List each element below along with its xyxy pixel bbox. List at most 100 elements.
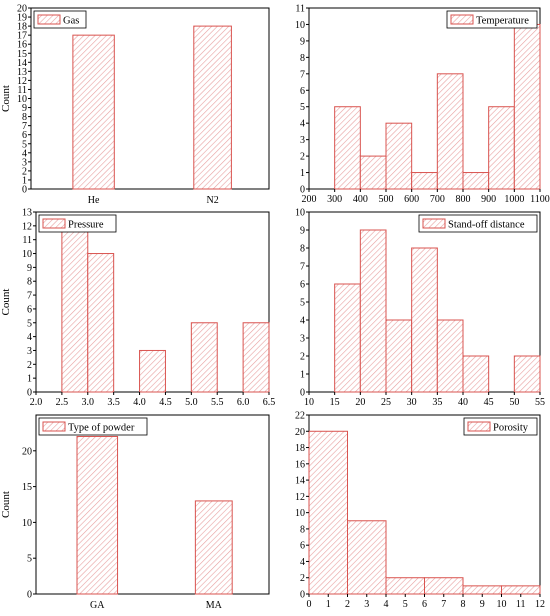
y-tick-label: 20: [17, 4, 27, 15]
y-tick-label: 4: [27, 332, 32, 343]
y-tick-label: 0: [300, 590, 305, 601]
x-tick-label: 700: [430, 194, 445, 205]
x-tick-label: 50: [509, 397, 519, 408]
bar-n2: [193, 25, 232, 190]
y-tick-label: 7: [22, 121, 27, 132]
y-tick-label: 15: [22, 482, 32, 493]
x-tick-label: 1100: [530, 194, 550, 205]
y-tick-label: 10: [295, 20, 305, 31]
y-tick-label: 2: [22, 166, 27, 177]
histogram-bar: [139, 349, 166, 393]
legend-swatch: [422, 218, 446, 229]
histogram-bar: [87, 253, 115, 393]
y-tick-label: 2: [27, 360, 32, 371]
x-tick-label: 6: [422, 599, 427, 610]
y-tick-label: 0: [27, 388, 32, 399]
y-tick-label: 8: [300, 524, 305, 535]
x-tick-label: 7: [441, 599, 446, 610]
legend-swatch: [467, 421, 491, 432]
histogram-bar: [61, 225, 89, 393]
y-tick-label: 2: [300, 152, 305, 163]
x-tick-label: 6.5: [263, 397, 276, 408]
x-tick-label: 6.0: [237, 397, 250, 408]
y-tick-label: 5: [27, 318, 32, 329]
y-tick-label: 18: [295, 443, 305, 454]
y-tick-label: 5: [300, 298, 305, 309]
x-tick-label: 5.5: [211, 397, 224, 408]
y-tick-label: 3: [27, 346, 32, 357]
y-tick-label: 11: [17, 85, 27, 96]
histogram-bar: [436, 73, 464, 190]
bar-he: [72, 34, 115, 190]
histogram-bar: [308, 430, 348, 595]
y-tick-label: 7: [27, 291, 32, 302]
y-tick-label: 12: [17, 76, 27, 87]
chart-panel-standoff: 10 15 20 25 30 35 40 45 50 55012345678910Stand-of…: [295, 208, 545, 409]
x-tick-label: He: [88, 195, 100, 206]
x-tick-label: 15: [330, 397, 340, 408]
y-tick-label: 12: [295, 492, 305, 503]
x-tick-label: 3: [364, 599, 369, 610]
histogram-bar: [334, 106, 361, 190]
y-tick-label: 22: [295, 411, 305, 422]
x-tick-label: 300: [327, 194, 342, 205]
y-tick-label: 11: [295, 4, 305, 15]
x-tick-label: 5.0: [185, 397, 198, 408]
x-tick-label: 1000: [504, 194, 524, 205]
legend-swatch: [450, 14, 474, 25]
y-tick-label: 6: [22, 130, 27, 141]
y-tick-label: 17: [17, 31, 27, 42]
legend-swatch: [42, 421, 66, 432]
x-tick-label: 4.0: [133, 397, 146, 408]
histogram-bar: [424, 577, 464, 595]
x-tick-label: 10: [304, 397, 314, 408]
legend-label: Temperature: [476, 16, 529, 27]
x-tick-label: 10: [497, 599, 507, 610]
x-tick-label: 55: [535, 397, 545, 408]
y-axis-title: Count: [0, 491, 12, 518]
y-tick-label: 9: [300, 226, 305, 237]
y-tick-label: 4: [22, 148, 27, 159]
x-tick-label: 40: [458, 397, 468, 408]
chart-panel-powder: GA MA 0 5 10 15 20 Count Type of powder: [0, 414, 270, 611]
histogram-bar: [359, 155, 387, 190]
y-tick-label: 10: [295, 208, 305, 219]
y-tick-label: 1: [300, 168, 305, 179]
y-tick-label: 0: [300, 388, 305, 399]
x-tick-label: 2.5: [56, 397, 69, 408]
x-tick-label: 0: [307, 599, 312, 610]
y-tick-label: 7: [300, 262, 305, 273]
x-tick-label: GA: [90, 600, 105, 611]
y-tick-label: 5: [27, 554, 32, 565]
legend: Porosity: [463, 417, 538, 436]
y-tick-label: 9: [22, 103, 27, 114]
y-tick-label: 8: [300, 244, 305, 255]
chart-panel-temperature: 200 300 400 500 600 700 800 900 1000 1100 0 1 2 3 4 5 6 7…: [295, 4, 550, 206]
y-tick-label: 16: [295, 459, 305, 470]
histogram-bar: [436, 319, 464, 393]
y-tick-label: 2: [300, 573, 305, 584]
y-tick-label: 9: [300, 36, 305, 47]
histogram-bar: [385, 319, 413, 393]
y-tick-label: 4: [300, 316, 305, 327]
histogram-bar: [385, 577, 425, 595]
legend-label: Porosity: [493, 423, 529, 434]
legend: Type of powder: [38, 417, 148, 436]
y-tick-label: 2: [300, 352, 305, 363]
y-tick-label: 4: [300, 119, 305, 130]
histogram-bar: [462, 355, 490, 393]
x-tick-label: 8: [461, 599, 466, 610]
y-tick-label: 3: [300, 334, 305, 345]
y-tick-label: 19: [17, 13, 27, 24]
legend-box: [418, 214, 538, 233]
y-tick-label: 20: [295, 427, 305, 438]
x-tick-label: 1: [326, 599, 331, 610]
x-tick-label: N2: [206, 195, 218, 206]
y-tick-label: 8: [27, 277, 32, 288]
y-tick-label: 10: [295, 508, 305, 519]
histogram-bar: [242, 322, 270, 393]
histogram-bar: [411, 172, 438, 190]
bar-ma: [194, 500, 233, 595]
y-tick-label: 13: [22, 208, 32, 219]
